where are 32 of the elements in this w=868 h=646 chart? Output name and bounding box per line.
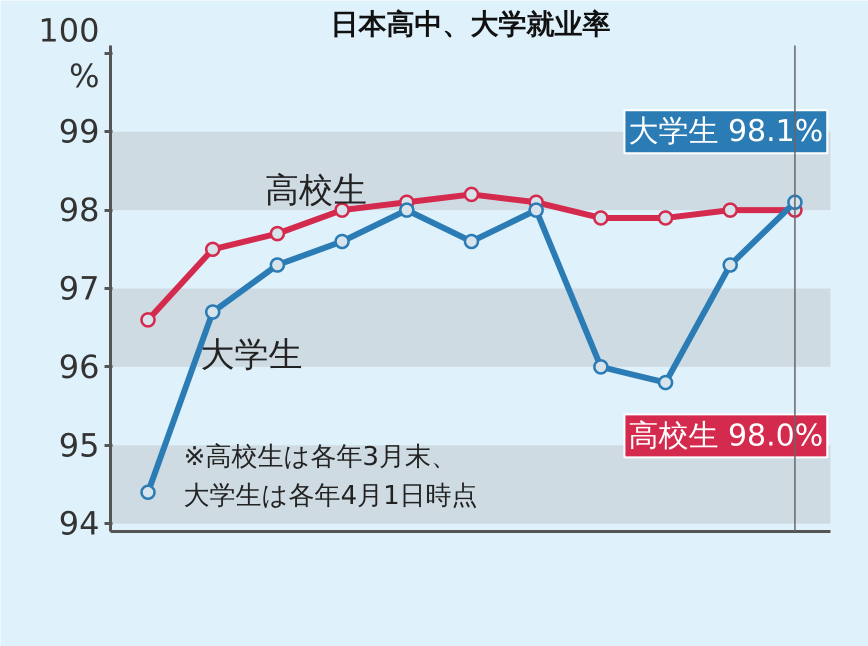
point xyxy=(399,202,415,218)
point xyxy=(204,304,220,320)
point xyxy=(464,186,480,202)
point xyxy=(140,484,156,500)
series-label: 高校生 xyxy=(265,170,368,211)
y-tick-label: 99 xyxy=(58,112,100,151)
point xyxy=(722,257,738,273)
point xyxy=(270,257,286,273)
series-label: 大学生 xyxy=(200,335,303,376)
y-tick-label: 96 xyxy=(58,348,100,386)
point xyxy=(593,359,609,375)
y-tick-label: 98 xyxy=(58,191,100,230)
point xyxy=(204,242,220,258)
annotation: ※高校生は各年3月末、 xyxy=(184,442,457,472)
point xyxy=(787,194,803,210)
y-tick-label: 100 % xyxy=(38,12,100,96)
point xyxy=(658,210,674,226)
point xyxy=(593,210,609,226)
point xyxy=(658,374,674,390)
point xyxy=(334,234,350,250)
point xyxy=(270,226,286,242)
point xyxy=(464,234,480,250)
chart-title: 日本高中、大学就业率 xyxy=(330,8,610,40)
annotation: 高校生 98.0% xyxy=(628,418,824,454)
annotation: 大学生 98.1% xyxy=(628,114,824,150)
annotation: 大学生は各年4月1日時点 xyxy=(184,481,478,512)
y-tick-label: 97 xyxy=(58,270,100,308)
point xyxy=(722,202,738,218)
y-tick-label: 95 xyxy=(58,426,100,464)
y-tick-label: 94 xyxy=(58,504,100,543)
point xyxy=(140,312,156,328)
point xyxy=(528,202,544,218)
